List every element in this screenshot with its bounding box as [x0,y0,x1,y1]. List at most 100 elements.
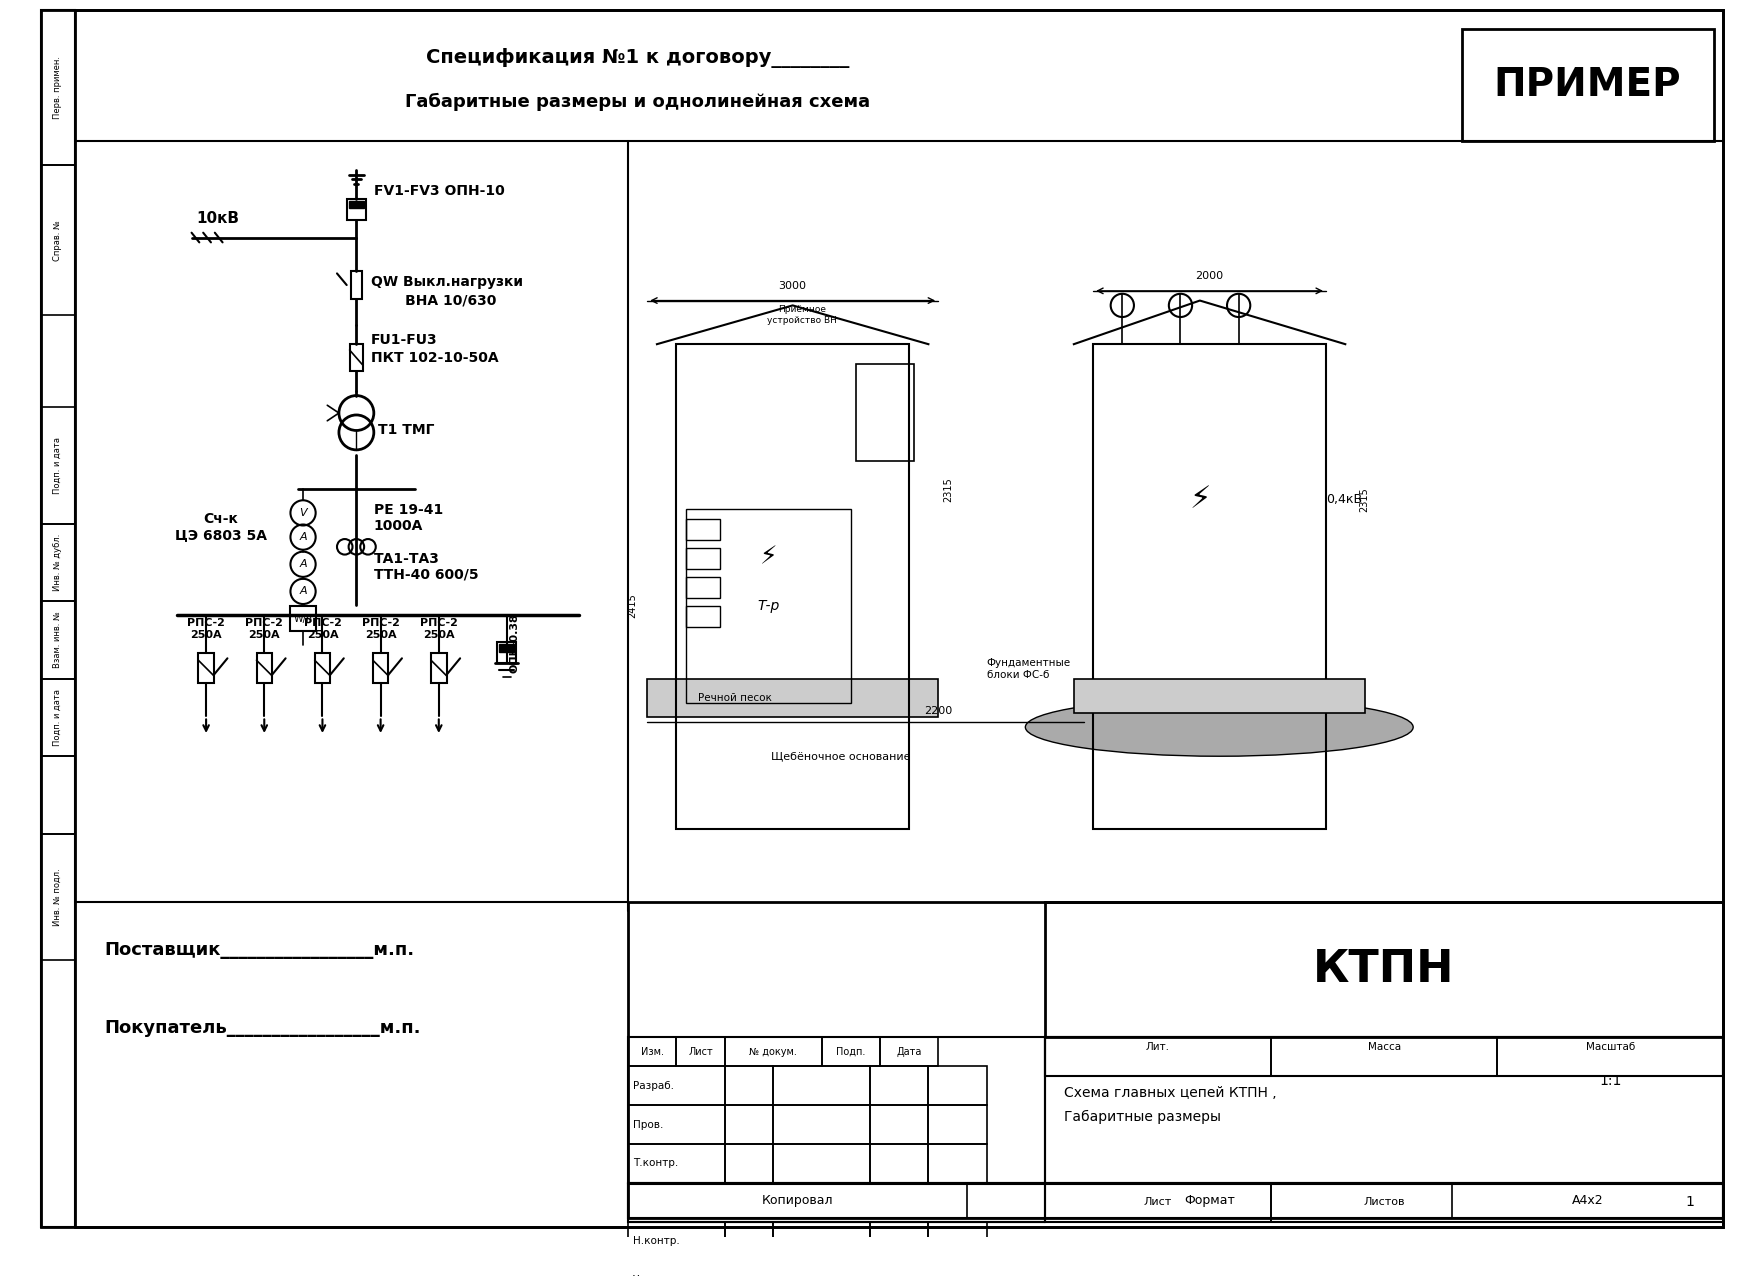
Text: Покупатель_________________м.п.: Покупатель_________________м.п. [104,1018,421,1036]
Text: Н.контр.: Н.контр. [634,1236,679,1245]
Bar [725,1221,774,1261]
Text: Подп.: Подп. [835,1046,865,1057]
Bar [774,1145,870,1183]
Bar [628,1183,1044,1221]
Bar [1074,679,1365,712]
Bar [42,757,75,833]
Text: A: A [300,532,307,542]
Ellipse shape [1025,698,1413,757]
Text: РПС-2
250А: РПС-2 250А [419,619,458,641]
Text: Фундаментные
блоки ФС-б: Фундаментные блоки ФС-б [986,658,1071,680]
Text: Инв. № дубл.: Инв. № дубл. [53,533,61,591]
Text: ⚡: ⚡ [1190,485,1211,514]
Bar [42,601,75,679]
Text: Т-р: Т-р [758,598,779,612]
Text: Схема главных цепей КТПН ,: Схема главных цепей КТПН , [1064,1086,1276,1100]
Bar [347,199,367,219]
Bar [42,833,75,960]
Bar [1271,1183,1723,1221]
Text: Лит.: Лит. [1146,1042,1171,1053]
Text: Лист: Лист [1144,1197,1172,1207]
Bar [628,1261,725,1276]
Text: РПС-2
250А: РПС-2 250А [188,619,225,641]
Text: Подп. и дата: Подп. и дата [53,689,61,746]
Text: КТПН: КТПН [1313,948,1455,991]
Text: 2315: 2315 [942,477,953,501]
Bar [725,1261,774,1276]
Bar [1044,1037,1723,1076]
Bar [628,1221,725,1261]
Text: 2315: 2315 [1360,487,1369,512]
Bar [870,1261,928,1276]
Bar [628,1037,1044,1183]
Text: A: A [300,559,307,569]
Bar [42,679,75,757]
Text: ⚡: ⚡ [760,545,777,569]
Text: 2000: 2000 [1195,272,1223,281]
Bar [821,1037,879,1067]
Bar [686,519,720,540]
Bar [1093,345,1327,829]
Text: W/h: W/h [293,614,312,624]
Text: ТА1-ТА3
ТТН-40 600/5: ТА1-ТА3 ТТН-40 600/5 [374,551,479,582]
Text: Сч-к
ЦЭ 6803 5А: Сч-к ЦЭ 6803 5А [176,513,267,542]
Bar [856,364,914,461]
Text: Перв. примен.: Перв. примен. [53,56,61,119]
Bar [870,1105,928,1145]
Text: ПРИМЕР: ПРИМЕР [1494,66,1681,105]
Bar [870,1145,928,1183]
Bar [1271,1037,1497,1076]
Text: ОПН-0.38: ОПН-0.38 [509,612,519,672]
Bar [686,577,720,598]
Bar [42,165,75,315]
Bar [349,200,363,208]
Text: Взам. инв. №: Взам. инв. № [53,611,61,669]
Text: Справ. №: Справ. № [53,219,61,260]
Text: РПС-2
250А: РПС-2 250А [246,619,283,641]
Bar [290,606,316,632]
Bar [879,1037,939,1067]
Bar [628,1145,725,1183]
Bar [498,644,514,652]
Text: РЕ 19-41
1000А: РЕ 19-41 1000А [374,503,442,533]
Bar [686,547,720,569]
Text: Речной песок: Речной песок [697,693,772,703]
Bar [676,1037,725,1067]
Text: A: A [300,587,307,596]
Bar [628,1037,676,1067]
Bar [432,653,446,683]
Bar [774,1261,870,1276]
Bar [928,1221,986,1261]
Bar [42,407,75,523]
Bar [1044,1037,1723,1183]
Bar [686,606,720,628]
Text: 2415: 2415 [628,593,637,619]
Text: Подп. и дата: Подп. и дата [53,436,61,494]
Bar [256,653,272,683]
Text: 1:1: 1:1 [1599,1074,1622,1088]
Bar [628,1184,1723,1217]
Bar [774,1105,870,1145]
Text: Спецификация №1 к договору________: Спецификация №1 к договору________ [426,48,849,68]
Bar [1044,1183,1271,1221]
Bar [198,653,214,683]
Text: Т1 ТМГ: Т1 ТМГ [377,422,433,436]
Text: FV1-FV3 ОПН-10: FV1-FV3 ОПН-10 [374,184,505,198]
Text: V: V [300,508,307,518]
Bar [351,272,362,299]
Bar [928,1105,986,1145]
Bar [725,1105,774,1145]
Text: Пров.: Пров. [634,1119,663,1129]
Bar [628,1067,725,1105]
Text: 2200: 2200 [923,706,953,716]
Bar [725,1037,821,1067]
Bar [349,345,363,371]
Bar [42,523,75,601]
Text: Листов: Листов [1364,1197,1404,1207]
Bar [686,509,851,703]
Bar [628,902,1723,1217]
Bar [648,679,939,717]
Text: Поставщик_________________м.п.: Поставщик_________________м.п. [104,942,414,960]
Bar [928,1067,986,1105]
Text: Разраб.: Разраб. [634,1081,674,1091]
